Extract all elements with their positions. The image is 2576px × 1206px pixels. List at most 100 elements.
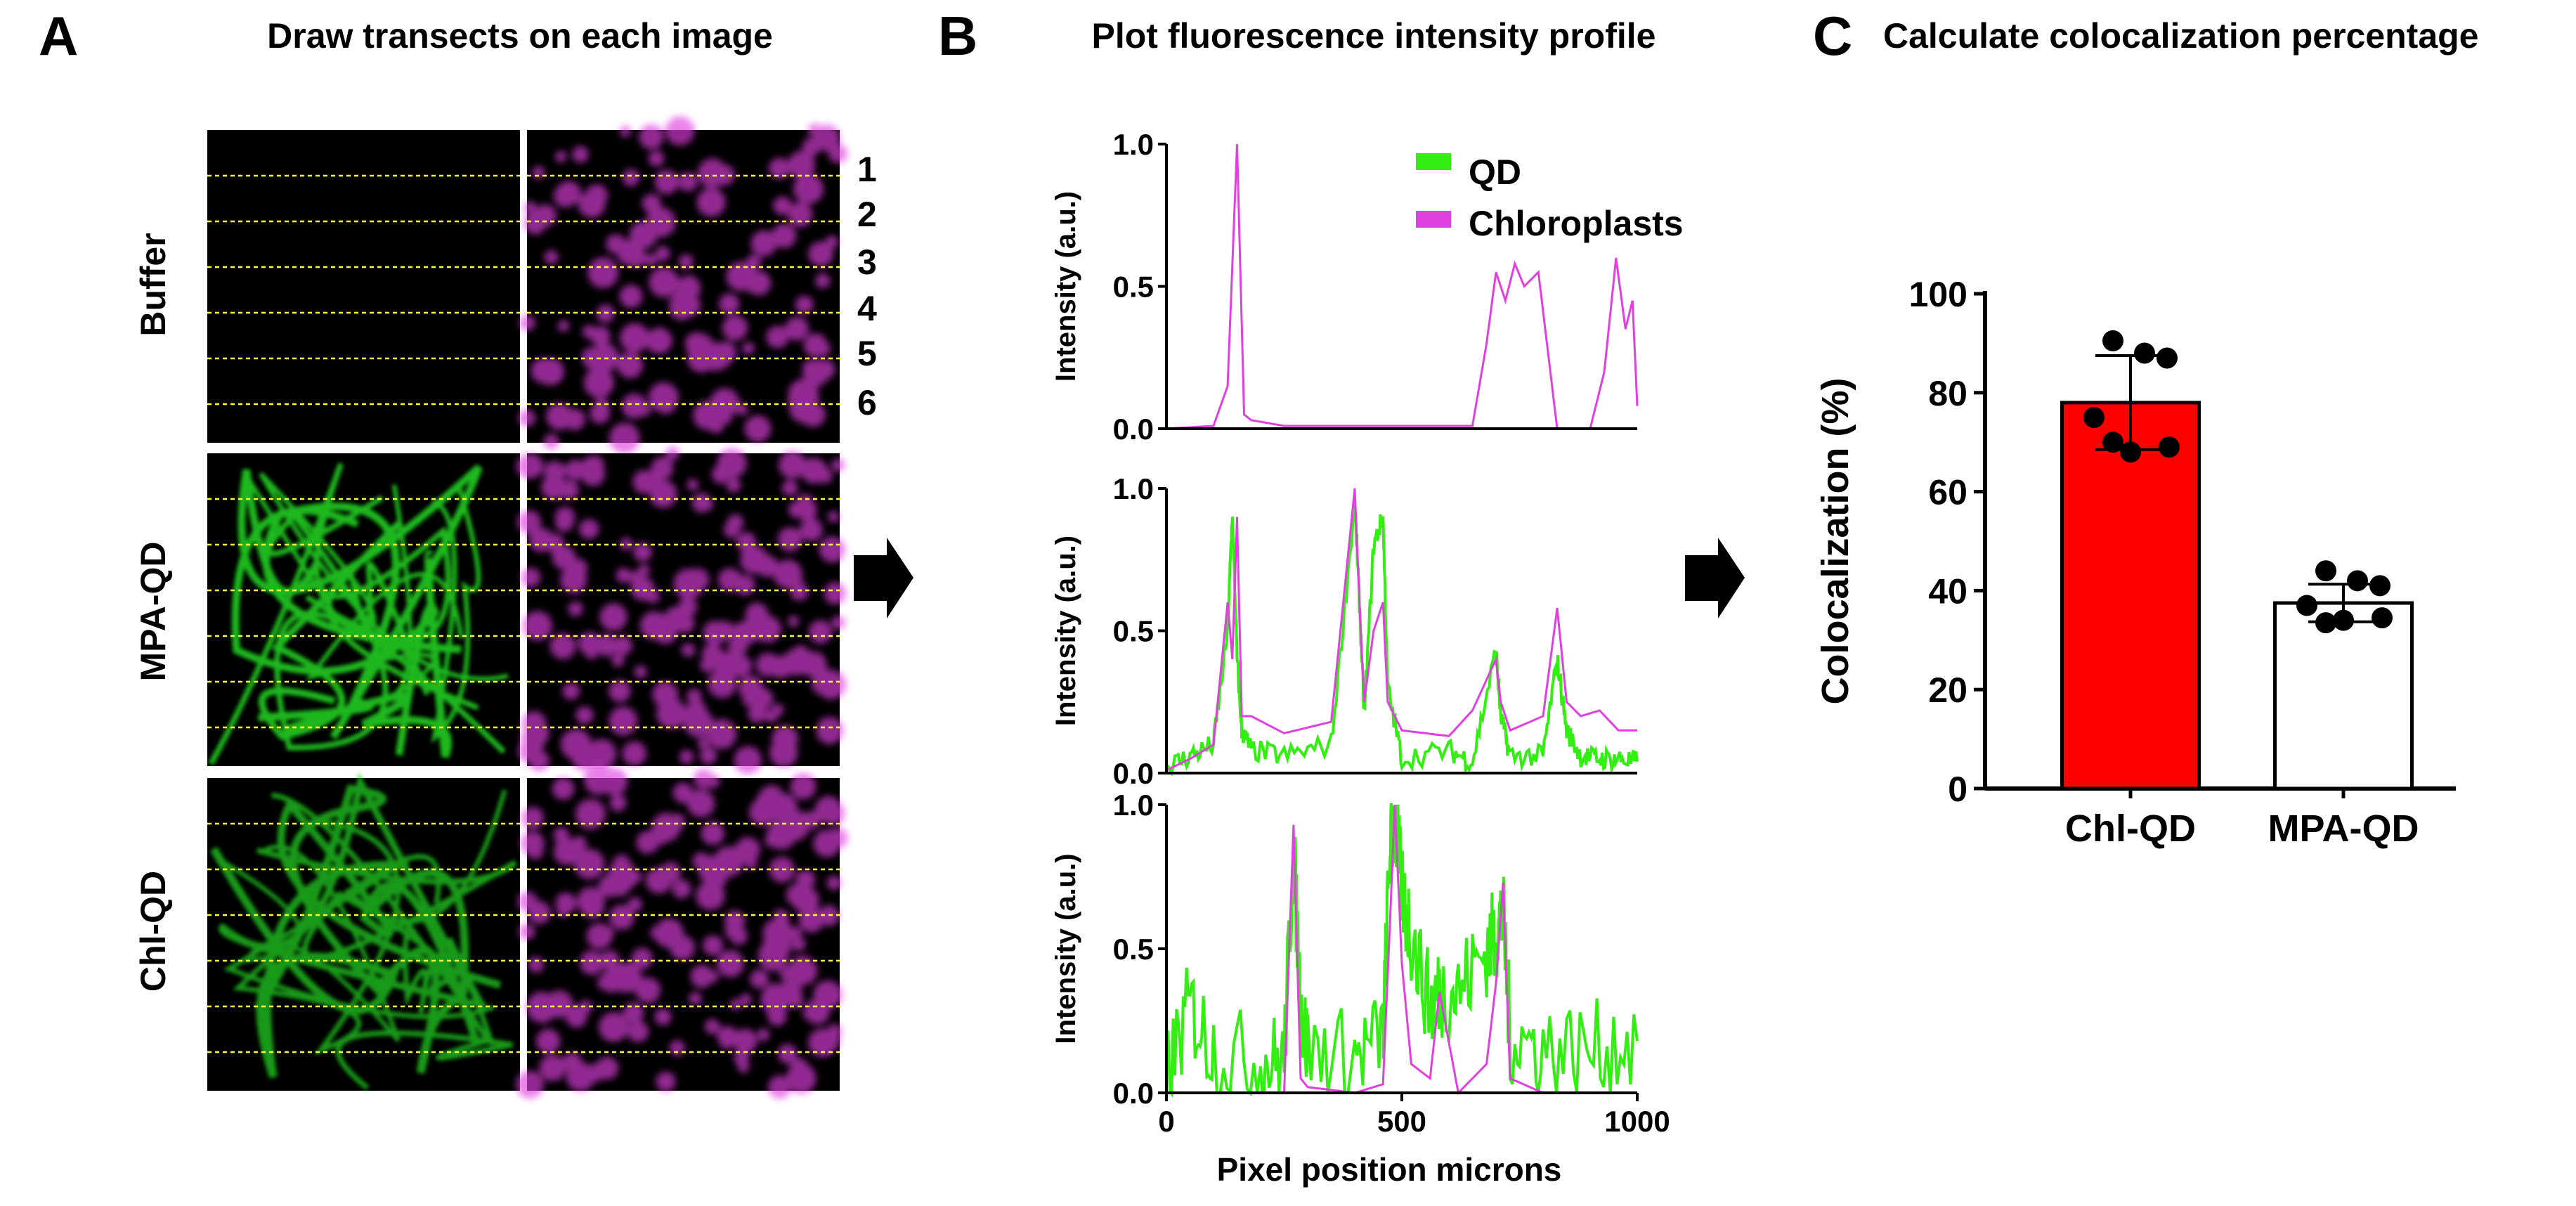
qd-profile-line: [1166, 502, 1639, 777]
transect-number-1: 1: [857, 150, 877, 189]
data-point: [2102, 330, 2123, 351]
chloroplast: [519, 315, 535, 331]
y-tick-label: 0.5: [1113, 615, 1154, 648]
data-point: [2157, 347, 2178, 369]
y-tick-label: 0.5: [1113, 271, 1154, 304]
data-point: [2159, 436, 2180, 458]
chloroplast: [819, 536, 845, 563]
chloroplast: [788, 202, 813, 228]
chloroplast: [539, 1054, 566, 1082]
chloroplast: [619, 284, 643, 309]
chloroplast: [673, 569, 704, 599]
chloroplast: [627, 1020, 649, 1043]
chloroplast: [701, 643, 724, 665]
chloroplast: [547, 478, 559, 491]
chloroplast: [655, 246, 670, 261]
intensity-profile-plots: 0.0 0.5 1.0 Intensity (a.u.) 0.0 0.5 1.0 Intens…: [1050, 128, 1670, 1138]
chloroplast: [523, 212, 547, 235]
chloroplast: [790, 583, 809, 601]
micrograph-tile: [518, 116, 848, 454]
chloroplast: [726, 478, 741, 493]
chloroplast-profile-line: [1166, 488, 1638, 772]
micrograph-tile: [516, 446, 847, 774]
chloroplast: [647, 469, 665, 487]
y-tick-label: 0: [1948, 770, 1967, 809]
chloroplast: [687, 479, 699, 491]
y-tick-label: 40: [1928, 571, 1967, 611]
chloroplast: [746, 254, 762, 270]
chloroplast: [568, 601, 583, 617]
row-label-mpa-qd: MPA-QD: [134, 541, 173, 681]
qd-cell-wall: [253, 784, 387, 1012]
chloroplast: [579, 950, 604, 975]
x-tick-label: 500: [1377, 1105, 1426, 1138]
chloroplast: [779, 966, 793, 980]
legend-label-chloroplasts: Chloroplasts: [1469, 204, 1684, 243]
chloroplast: [769, 738, 798, 767]
chloroplast: [631, 947, 653, 969]
chloroplast: [546, 403, 573, 430]
qd-cell-wall: [271, 792, 513, 1090]
chloroplast: [649, 480, 677, 508]
data-point: [2296, 595, 2317, 616]
chloroplast: [740, 545, 769, 574]
chloroplast: [750, 230, 777, 257]
chloroplast: [708, 418, 724, 434]
chloroplast: [831, 616, 845, 630]
chloroplast: [790, 926, 802, 940]
chloroplast: [679, 749, 694, 765]
chloroplast: [788, 379, 819, 410]
chloroplast: [716, 684, 729, 696]
chloroplast: [633, 542, 652, 562]
data-point: [2134, 342, 2155, 364]
chloroplast: [654, 1008, 672, 1025]
chloroplast: [777, 526, 802, 552]
x-axis-title: Pixel position microns: [1217, 1151, 1562, 1188]
y-tick-label: 80: [1928, 374, 1967, 413]
chloroplast: [654, 169, 679, 195]
chloroplast: [572, 145, 589, 163]
chloroplast: [590, 326, 611, 346]
chloroplast: [644, 254, 658, 267]
transect-number-2: 2: [857, 195, 877, 234]
chloroplast: [828, 511, 840, 523]
bar: [2273, 601, 2414, 791]
chloroplast: [717, 1025, 738, 1047]
chloroplast: [678, 171, 698, 192]
chloroplast: [669, 294, 695, 320]
data-point: [2372, 607, 2393, 629]
y-axis-title: Intensity (a.u.): [1050, 853, 1081, 1044]
chloroplast: [714, 621, 734, 641]
chloroplast: [757, 940, 789, 972]
panel-c-letter: C: [1813, 5, 1852, 67]
chloroplast: [683, 708, 713, 737]
chloroplast: [519, 923, 535, 940]
legend: QD Chloroplasts: [1416, 153, 1684, 243]
chloroplast: [765, 832, 780, 848]
chloroplast: [553, 826, 570, 843]
chloroplast: [744, 280, 757, 292]
chloroplast: [609, 422, 640, 454]
chloroplast: [665, 446, 680, 461]
chloroplast: [536, 358, 565, 386]
category-label: MPA-QD: [2268, 808, 2419, 850]
chloroplast: [670, 935, 696, 961]
chloroplast: [545, 990, 573, 1018]
micrograph-tile: [207, 772, 520, 1091]
chloroplast: [734, 746, 762, 774]
chloroplast: [745, 857, 757, 870]
data-point: [2333, 609, 2354, 631]
chloroplast: [795, 295, 814, 314]
chloroplast: [739, 675, 764, 701]
chloroplast: [781, 480, 798, 497]
chloroplast: [785, 316, 809, 341]
micrograph-tile: [207, 130, 520, 443]
chloroplast: [607, 861, 638, 892]
x-tick-label: 0: [1158, 1105, 1174, 1138]
chloroplast: [750, 969, 769, 989]
chloroplast: [645, 867, 672, 894]
chloroplast: [527, 843, 544, 860]
chloroplast: [828, 143, 848, 164]
chloroplast: [766, 325, 789, 349]
chloroplast: [656, 1071, 676, 1092]
